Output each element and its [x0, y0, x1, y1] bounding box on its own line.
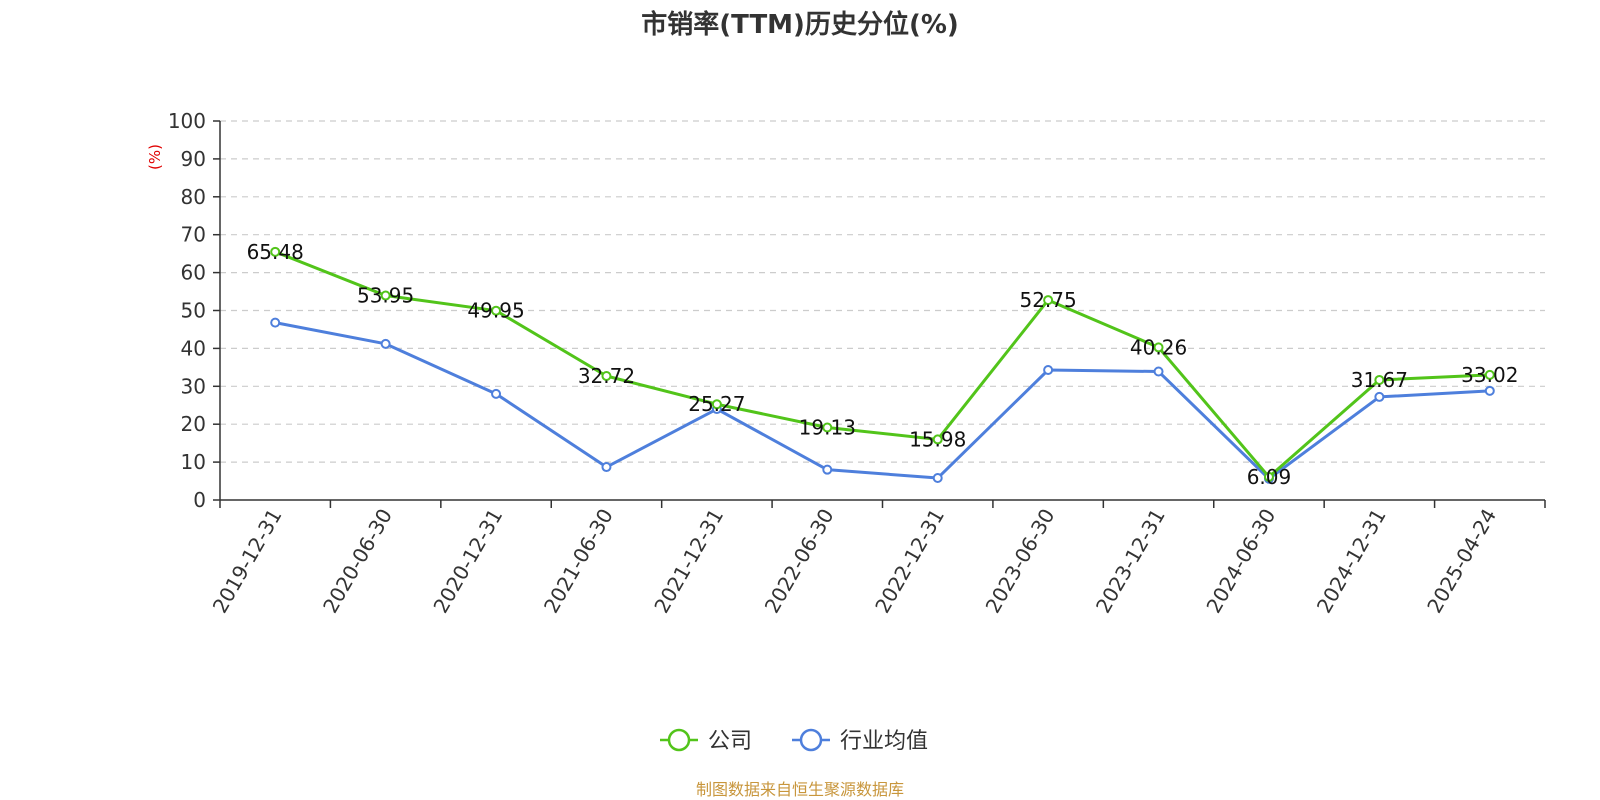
x-tick-label: 2021-12-31: [649, 505, 728, 618]
data-point[interactable]: [1374, 391, 1385, 402]
legend-marker: [667, 728, 691, 752]
data-point[interactable]: [1374, 374, 1385, 385]
data-point[interactable]: [1484, 369, 1495, 380]
data-label: 31.67: [1351, 368, 1408, 392]
x-tick-label: 2022-06-30: [760, 505, 839, 618]
y-axis: 0 10 20 30 40 50 60 70 80 90 100: [168, 109, 221, 512]
x-tick-label: 2023-12-31: [1091, 505, 1170, 618]
data-point[interactable]: [380, 290, 391, 301]
data-label: 40.26: [1130, 335, 1187, 359]
y-tick-label: 10: [181, 450, 206, 474]
legend-label: 行业均值: [840, 729, 928, 754]
data-point[interactable]: [491, 305, 502, 316]
x-tick-label: 2021-06-30: [539, 505, 618, 618]
y-tick-label: 80: [181, 185, 206, 209]
x-tick-label: 2024-12-31: [1312, 505, 1391, 618]
data-point[interactable]: [1484, 385, 1495, 396]
y-tick-label: 70: [181, 223, 206, 247]
data-labels: 65.48 53.95 49.95 32.72 25.27 19.13 15.98 52.75…: [247, 240, 1519, 489]
series-line: [274, 250, 1490, 479]
data-point[interactable]: [1153, 342, 1164, 353]
data-point[interactable]: [1043, 365, 1054, 376]
y-axis-unit: (%): [146, 144, 164, 170]
data-point[interactable]: [1263, 471, 1274, 482]
data-point[interactable]: [1153, 366, 1164, 377]
x-tick-label: 2022-12-31: [870, 505, 949, 618]
data-point[interactable]: [270, 317, 281, 328]
y-tick-label: 0: [193, 488, 206, 512]
x-tick-label: 2019-12-31: [208, 505, 287, 618]
y-tick-label: 60: [181, 261, 206, 285]
data-label: 49.95: [467, 299, 524, 323]
data-label: 32.72: [578, 364, 635, 388]
y-tick-label: 20: [181, 412, 206, 436]
data-point[interactable]: [601, 462, 612, 473]
data-point[interactable]: [270, 246, 281, 257]
data-point[interactable]: [1043, 295, 1054, 306]
legend-item[interactable]: 公司: [660, 728, 752, 754]
x-axis: 2019-12-31 2020-06-30 2020-12-31 2021-06-30…: [208, 499, 1546, 618]
y-tick-label: 50: [181, 299, 206, 323]
data-label: 25.27: [688, 392, 745, 416]
data-point[interactable]: [932, 473, 943, 484]
data-point[interactable]: [601, 370, 612, 381]
legend-label: 公司: [708, 729, 752, 754]
y-tick-label: 40: [181, 336, 206, 360]
x-tick-label: 2020-06-30: [318, 505, 397, 618]
x-tick-label: 2020-12-31: [428, 505, 507, 618]
y-tick-label: 90: [181, 147, 206, 171]
data-point[interactable]: [822, 422, 833, 433]
x-tick-label: 2024-06-30: [1201, 505, 1280, 618]
data-label: 15.98: [909, 427, 966, 451]
data-label: 19.13: [799, 415, 856, 439]
grid-lines: [220, 120, 1545, 463]
data-point[interactable]: [932, 434, 943, 445]
x-tick-label: 2025-04-24: [1422, 505, 1501, 618]
y-tick-label: 30: [181, 374, 206, 398]
legend[interactable]: 公司 行业均值: [660, 728, 928, 754]
data-label: 33.02: [1461, 363, 1518, 387]
series-line: [274, 321, 1490, 481]
data-label: 6.09: [1247, 465, 1292, 489]
data-point[interactable]: [822, 464, 833, 475]
source-note: 制图数据来自恒生聚源数据库: [696, 780, 904, 799]
data-point[interactable]: [711, 399, 722, 410]
chart-title: 市销率(TTM)历史分位(%): [641, 9, 959, 40]
legend-item[interactable]: 行业均值: [792, 728, 928, 754]
data-label: 53.95: [357, 284, 414, 308]
y-tick-label: 100: [168, 109, 206, 133]
series-layer: [270, 246, 1495, 484]
data-point[interactable]: [380, 338, 391, 349]
data-label: 65.48: [247, 240, 304, 264]
legend-marker: [799, 728, 823, 752]
data-label: 52.75: [1019, 288, 1076, 312]
data-point[interactable]: [491, 388, 502, 399]
x-tick-label: 2023-06-30: [981, 505, 1060, 618]
